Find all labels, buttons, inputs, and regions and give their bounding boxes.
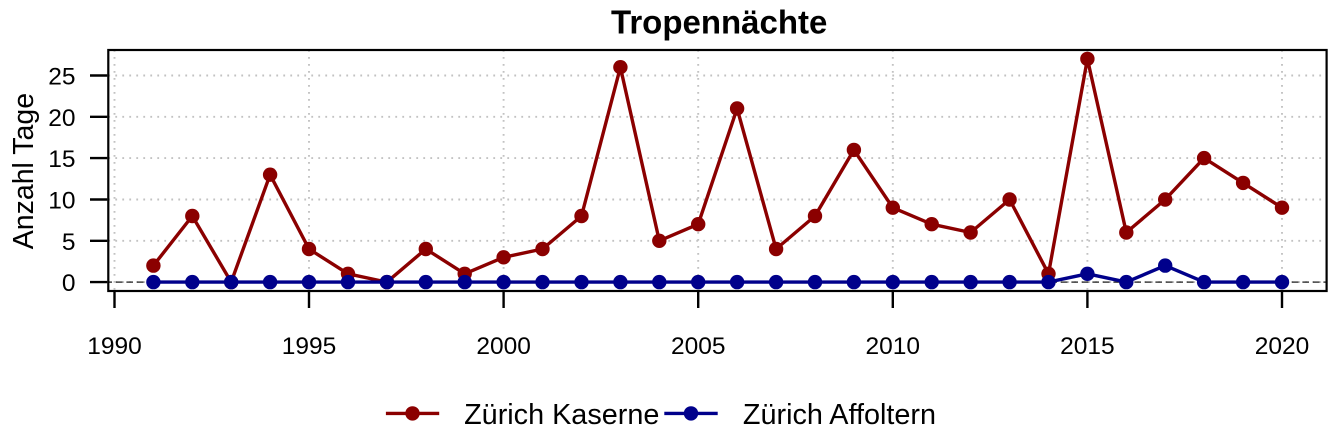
svg-text:2020: 2020	[1255, 333, 1310, 360]
svg-text:0: 0	[62, 270, 76, 297]
svg-text:20: 20	[48, 105, 75, 132]
svg-text:Tropennächte: Tropennächte	[611, 3, 827, 40]
svg-text:10: 10	[48, 188, 75, 215]
svg-text:5: 5	[62, 229, 76, 256]
svg-text:2005: 2005	[671, 333, 726, 360]
svg-text:1995: 1995	[282, 333, 337, 360]
svg-text:15: 15	[48, 146, 75, 173]
svg-text:Zürich Kaserne: Zürich Kaserne	[464, 399, 659, 429]
svg-text:25: 25	[48, 64, 75, 91]
svg-text:Zürich Affoltern: Zürich Affoltern	[743, 399, 936, 429]
svg-text:Anzahl Tage: Anzahl Tage	[8, 93, 40, 249]
svg-text:2000: 2000	[476, 333, 531, 360]
svg-text:2010: 2010	[866, 333, 921, 360]
svg-text:2015: 2015	[1060, 333, 1115, 360]
svg-text:1990: 1990	[87, 333, 142, 360]
